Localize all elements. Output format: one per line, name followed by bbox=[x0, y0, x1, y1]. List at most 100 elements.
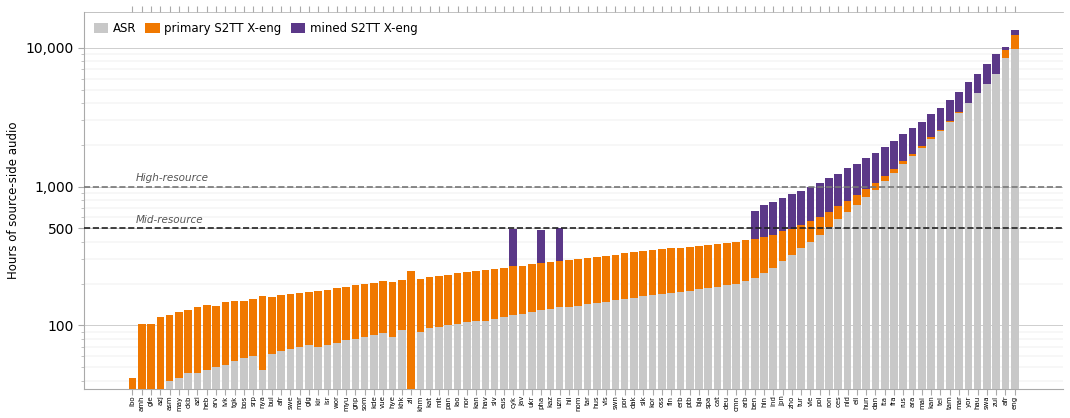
Bar bbox=[128, 377, 136, 418]
Text: High-resource: High-resource bbox=[135, 173, 209, 183]
Bar bbox=[388, 337, 396, 418]
Bar bbox=[742, 280, 749, 418]
Bar bbox=[964, 102, 973, 103]
Bar bbox=[277, 295, 285, 351]
Bar bbox=[956, 112, 963, 113]
Bar bbox=[974, 74, 981, 93]
Bar bbox=[630, 298, 638, 418]
Bar bbox=[872, 153, 880, 183]
Bar bbox=[696, 246, 703, 289]
Bar bbox=[342, 340, 350, 418]
Bar bbox=[908, 153, 916, 156]
Bar bbox=[900, 135, 907, 161]
Bar bbox=[175, 377, 183, 418]
Bar bbox=[444, 275, 452, 325]
Bar bbox=[259, 370, 266, 418]
Bar bbox=[936, 131, 944, 418]
Bar bbox=[872, 190, 880, 418]
Bar bbox=[648, 250, 656, 295]
Bar bbox=[212, 367, 219, 418]
Bar bbox=[844, 168, 852, 201]
Bar bbox=[287, 294, 294, 349]
Bar bbox=[575, 259, 582, 306]
Bar bbox=[1002, 47, 1009, 50]
Bar bbox=[268, 354, 276, 418]
Bar bbox=[779, 198, 786, 232]
Bar bbox=[825, 227, 832, 418]
Bar bbox=[807, 187, 814, 222]
Bar bbox=[844, 201, 852, 212]
Bar bbox=[231, 301, 239, 362]
Bar bbox=[936, 130, 944, 131]
Bar bbox=[668, 293, 675, 418]
Bar bbox=[862, 158, 870, 189]
Bar bbox=[166, 380, 173, 418]
Bar bbox=[472, 270, 480, 321]
Bar bbox=[324, 290, 332, 345]
Bar bbox=[184, 310, 192, 373]
Bar bbox=[565, 260, 572, 307]
Bar bbox=[352, 339, 360, 418]
Bar bbox=[714, 244, 721, 287]
Text: Mid-resource: Mid-resource bbox=[135, 215, 203, 225]
Bar bbox=[835, 219, 842, 418]
Bar bbox=[463, 272, 471, 322]
Bar bbox=[760, 237, 768, 273]
Bar bbox=[249, 356, 257, 418]
Bar bbox=[668, 248, 675, 293]
Bar bbox=[769, 268, 777, 418]
Bar bbox=[426, 329, 433, 418]
Bar bbox=[565, 307, 572, 418]
Bar bbox=[259, 296, 266, 370]
Bar bbox=[946, 122, 953, 418]
Bar bbox=[268, 297, 276, 354]
Bar bbox=[491, 269, 499, 319]
Bar bbox=[881, 181, 888, 418]
Bar bbox=[760, 205, 768, 237]
Bar bbox=[361, 283, 368, 337]
Bar bbox=[788, 194, 796, 229]
Bar bbox=[1011, 30, 1019, 36]
Bar bbox=[723, 242, 731, 285]
Bar bbox=[138, 398, 146, 418]
Bar bbox=[686, 291, 693, 418]
Bar bbox=[769, 202, 777, 235]
Bar bbox=[342, 287, 350, 340]
Bar bbox=[463, 322, 471, 418]
Bar bbox=[900, 161, 907, 164]
Bar bbox=[547, 308, 554, 418]
Bar bbox=[779, 261, 786, 418]
Bar bbox=[853, 163, 860, 195]
Bar bbox=[983, 64, 991, 84]
Bar bbox=[166, 316, 173, 380]
Bar bbox=[454, 273, 461, 324]
Bar bbox=[380, 333, 387, 418]
Bar bbox=[835, 173, 842, 206]
Bar bbox=[732, 242, 740, 283]
Bar bbox=[398, 280, 406, 330]
Bar bbox=[249, 299, 257, 356]
Bar bbox=[946, 100, 953, 121]
Bar bbox=[890, 169, 898, 173]
Bar bbox=[361, 337, 368, 418]
Legend: ASR, primary S2TT X-eng, mined S2TT X-eng: ASR, primary S2TT X-eng, mined S2TT X-en… bbox=[90, 18, 422, 38]
Bar bbox=[212, 306, 219, 367]
Bar bbox=[295, 293, 304, 347]
Bar bbox=[928, 138, 935, 139]
Bar bbox=[640, 251, 647, 296]
Bar bbox=[974, 93, 981, 418]
Bar bbox=[956, 92, 963, 112]
Bar bbox=[602, 256, 610, 302]
Bar bbox=[779, 232, 786, 261]
Bar bbox=[1002, 58, 1009, 418]
Bar bbox=[295, 347, 304, 418]
Bar bbox=[454, 324, 461, 418]
Bar bbox=[890, 141, 898, 169]
Bar bbox=[816, 235, 824, 418]
Bar bbox=[556, 307, 564, 418]
Bar bbox=[992, 54, 1000, 74]
Bar bbox=[928, 139, 935, 418]
Bar bbox=[556, 260, 564, 307]
Bar bbox=[556, 228, 564, 260]
Bar bbox=[900, 164, 907, 418]
